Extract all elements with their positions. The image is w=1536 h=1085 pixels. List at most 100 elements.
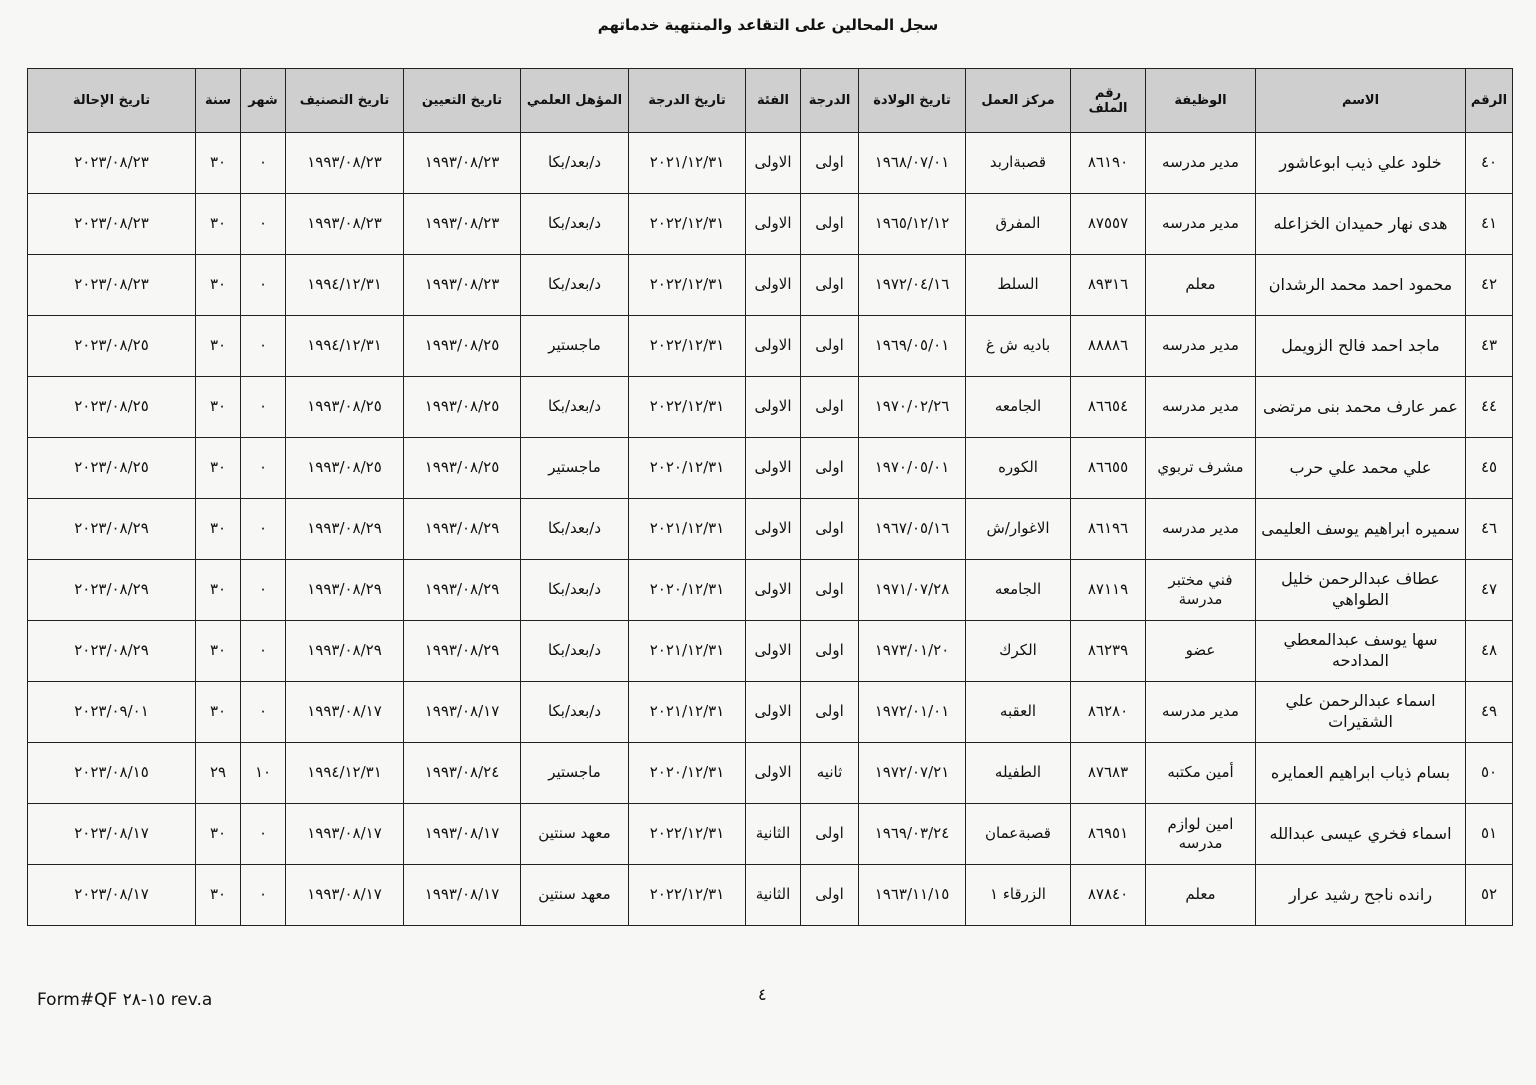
table-cell: ٨٧١١٩: [1070, 559, 1146, 621]
table-cell: ٠: [240, 559, 286, 621]
table-cell: ٨٦٦٥٥: [1070, 437, 1146, 499]
table-cell: باديه ش غ: [965, 315, 1071, 377]
table-cell: ٢٠٢٣/٠٩/٠١: [27, 681, 196, 743]
table-cell: الاغوار/ش: [965, 498, 1071, 560]
table-cell: ١٩٩٣/٠٨/٢٣: [285, 193, 404, 255]
table-cell: ٠: [240, 864, 286, 926]
table-cell: ٤٥: [1465, 437, 1513, 499]
table-cell: ٠: [240, 803, 286, 865]
table-cell: معلم: [1145, 254, 1256, 316]
table-cell: الكرك: [965, 620, 1071, 682]
table-cell: قصبةاربد: [965, 132, 1071, 194]
column-header: الاسم: [1255, 68, 1466, 133]
table-cell: ٨٦٩٥١: [1070, 803, 1146, 865]
table-cell: ٨٧٦٨٣: [1070, 742, 1146, 804]
table-cell: ٤٤: [1465, 376, 1513, 438]
table-row: ٤٣ ماجد احمد فالح الزويمل مدير مدرسه ٨٨٨٨٦ ب…: [27, 315, 1513, 377]
table-cell: مدير مدرسه: [1145, 315, 1256, 377]
table-cell: ٨٦١٩٠: [1070, 132, 1146, 194]
column-header: تاريخ الولادة: [858, 68, 966, 133]
table-cell: الاولى: [745, 315, 801, 377]
table-cell: اولى: [800, 803, 859, 865]
table-cell: اولى: [800, 498, 859, 560]
table-row: ٤١ هدى نهار حميدان الخزاعله مدير مدرسه ٨٧٥٥…: [27, 193, 1513, 255]
table-cell: الاولى: [745, 742, 801, 804]
column-header: رقم الملف: [1070, 68, 1146, 133]
table-cell: ١٩٩٣/٠٨/٢٩: [285, 498, 404, 560]
table-cell: الاولى: [745, 437, 801, 499]
table-cell: ٤٨: [1465, 620, 1513, 682]
table-cell: مدير مدرسه: [1145, 132, 1256, 194]
table-cell: ٤١: [1465, 193, 1513, 255]
table-cell: ١٩٩٤/١٢/٣١: [285, 254, 404, 316]
table-cell: ٢٠٢٢/١٢/٣١: [628, 254, 746, 316]
table-cell: ١٩٩٣/٠٨/٢٩: [403, 498, 521, 560]
table-cell: ٠: [240, 498, 286, 560]
table-cell: علي محمد علي حرب: [1255, 437, 1466, 499]
table-cell: ٢٠٢٣/٠٨/١٧: [27, 864, 196, 926]
table-cell: اسماء عبدالرحمن علي الشقيرات: [1255, 681, 1466, 743]
table-cell: اولى: [800, 681, 859, 743]
document-title: سجل المحالين على التقاعد والمنتهية خدمات…: [597, 16, 939, 34]
table-cell: ٢٠٢١/١٢/٣١: [628, 132, 746, 194]
table-cell: سها يوسف عبدالمعطي المدادحه: [1255, 620, 1466, 682]
table-cell: ٣٠: [195, 254, 241, 316]
table-cell: ٣٠: [195, 498, 241, 560]
column-header: تاريخ الدرجة: [628, 68, 746, 133]
table-cell: اولى: [800, 193, 859, 255]
table-cell: المفرق: [965, 193, 1071, 255]
table-cell: د/بعد/بكا: [520, 254, 629, 316]
table-cell: مشرف تربوي: [1145, 437, 1256, 499]
table-cell: ٨٦٢٣٩: [1070, 620, 1146, 682]
table-cell: اولى: [800, 254, 859, 316]
table-cell: خلود علي ذيب ابوعاشور: [1255, 132, 1466, 194]
column-header: الدرجة: [800, 68, 859, 133]
table-cell: اسماء فخري عيسى عبدالله: [1255, 803, 1466, 865]
table-cell: ١٩٩٣/٠٨/١٧: [403, 681, 521, 743]
table-cell: ٠: [240, 132, 286, 194]
table-cell: ٢٠٢٢/١٢/٣١: [628, 864, 746, 926]
table-cell: سميره ابراهيم يوسف العليمى: [1255, 498, 1466, 560]
column-header: شهر: [240, 68, 286, 133]
table-cell: اولى: [800, 864, 859, 926]
column-header: تاريخ التعيين: [403, 68, 521, 133]
table-cell: ١٩٩٣/٠٨/٢٥: [285, 437, 404, 499]
column-header: الوظيفة: [1145, 68, 1256, 133]
table-cell: ١٩٩٣/٠٨/٢٩: [285, 620, 404, 682]
table-cell: اولى: [800, 620, 859, 682]
table-cell: ١٩٧٠/٠٥/٠١: [858, 437, 966, 499]
table-cell: معهد سنتين: [520, 864, 629, 926]
table-cell: ٠: [240, 437, 286, 499]
table-cell: ٤٧: [1465, 559, 1513, 621]
table-cell: مدير مدرسه: [1145, 498, 1256, 560]
table-cell: د/بعد/بكا: [520, 620, 629, 682]
table-cell: ١٩٧٢/٠٤/١٦: [858, 254, 966, 316]
table-cell: ٨٦٦٥٤: [1070, 376, 1146, 438]
table-cell: ١٩٩٤/١٢/٣١: [285, 742, 404, 804]
table-cell: عضو: [1145, 620, 1256, 682]
table-cell: الاولى: [745, 132, 801, 194]
table-cell: ٤٦: [1465, 498, 1513, 560]
table-cell: د/بعد/بكا: [520, 681, 629, 743]
table-cell: ١٩٦٥/١٢/١٢: [858, 193, 966, 255]
column-header: مركز العمل: [965, 68, 1071, 133]
table-row: ٥١ اسماء فخري عيسى عبدالله امين لوازم مدرس…: [27, 803, 1513, 865]
form-code: Form#QF ٢٨-١٥ rev.a: [37, 990, 213, 1010]
table-cell: الثانية: [745, 864, 801, 926]
page-number: ٤: [758, 985, 767, 1004]
table-row: ٤٧ عطاف عبدالرحمن خليل الطواهي فني مختبر م…: [27, 559, 1513, 621]
table-cell: ٣٠: [195, 620, 241, 682]
table-cell: ٤٩: [1465, 681, 1513, 743]
table-cell: هدى نهار حميدان الخزاعله: [1255, 193, 1466, 255]
table-cell: ٠: [240, 620, 286, 682]
table-cell: ٢٠٢١/١٢/٣١: [628, 498, 746, 560]
table-body: ٤٠ خلود علي ذيب ابوعاشور مدير مدرسه ٨٦١٩٠ قص…: [27, 132, 1513, 926]
table-cell: ١٩٩٣/٠٨/١٧: [285, 681, 404, 743]
table-cell: ٣٠: [195, 864, 241, 926]
table-cell: الطفيله: [965, 742, 1071, 804]
table-cell: ١٠: [240, 742, 286, 804]
table-cell: عمر عارف محمد بنى مرتضى: [1255, 376, 1466, 438]
table-cell: ٨٦٢٨٠: [1070, 681, 1146, 743]
table-cell: ٢٠٢٢/١٢/٣١: [628, 803, 746, 865]
